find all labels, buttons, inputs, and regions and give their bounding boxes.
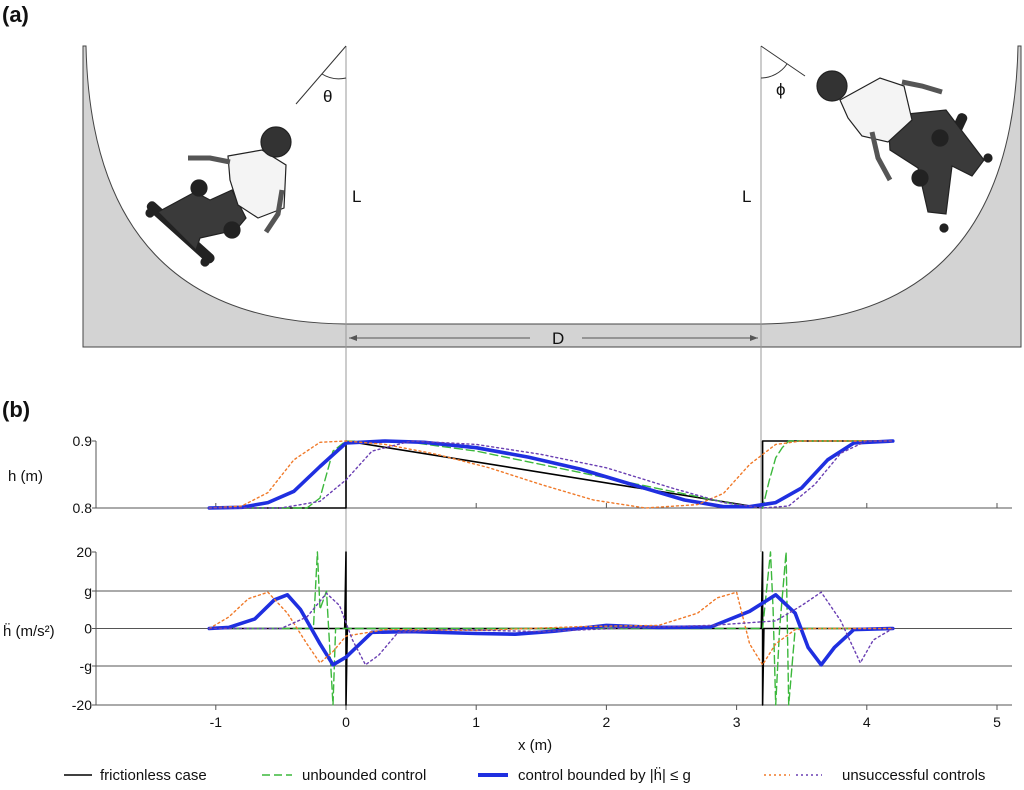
helmet-left — [260, 126, 292, 158]
skater-left — [145, 126, 292, 267]
phi-label: ϕ — [776, 80, 786, 99]
arrowhead-left — [349, 335, 357, 341]
hddot-ytick-label-3: -g — [80, 658, 92, 674]
legend-item-unsuccessful: unsuccessful controls — [764, 767, 985, 784]
theta-label: θ — [323, 87, 332, 106]
phi-ray — [760, 45, 806, 77]
h-series-4 — [208, 440, 894, 509]
legend-label-unbounded: unbounded control — [302, 767, 426, 784]
chart-hddot: 20 g 0 -g -20 ḧ (m/s²) -1 0 1 2 3 4 5 x (m) — [3, 544, 1012, 754]
halfpipe-schematic: θ ϕ L L D — [82, 45, 1022, 552]
legend-label-frictionless: frictionless case — [100, 767, 207, 784]
theta-ray — [295, 45, 347, 105]
xtick-label-3: 2 — [603, 714, 611, 730]
theta-arc — [321, 73, 347, 80]
length-label-right: L — [742, 187, 751, 206]
hddot-ytick-label-4: -20 — [72, 697, 92, 713]
legend-label-unsuccessful: unsuccessful controls — [842, 767, 985, 784]
legend-label-bounded: control bounded by |ḧ| ≤ g — [518, 766, 691, 784]
legend-item-bounded: control bounded by |ḧ| ≤ g — [478, 766, 691, 784]
hddot-series-1 — [208, 551, 894, 706]
hddot-ytick-label-1: g — [84, 583, 92, 599]
xtick-label-2: 1 — [472, 714, 480, 730]
h-series-0 — [208, 440, 894, 509]
helmet-right — [816, 70, 848, 102]
h-ytick-label-0: 0.8 — [73, 500, 93, 516]
arrowhead-right — [750, 335, 758, 341]
hddot-series-2 — [207, 592, 895, 667]
panel-b-label: (b) — [2, 397, 30, 422]
legend: frictionless case unbounded control cont… — [64, 766, 985, 784]
x-axis-label: x (m) — [518, 737, 552, 754]
chart-h: 0.8 0.9 h (m) — [8, 433, 1012, 516]
xtick-label-4: 3 — [733, 714, 741, 730]
phi-arc — [760, 63, 788, 79]
length-label-left: L — [352, 187, 361, 206]
h-series-1 — [208, 440, 894, 509]
h-ytick-label-1: 0.9 — [73, 433, 93, 449]
h-series-3 — [208, 440, 894, 509]
h-series-2 — [207, 439, 895, 510]
hddot-ylabel: ḧ (m/s²) — [3, 622, 55, 640]
xtick-label-5: 4 — [863, 714, 871, 730]
hddot-series-4 — [208, 591, 894, 666]
skater-right — [816, 70, 993, 233]
hddot-series-3 — [208, 591, 894, 666]
xtick-label-6: 5 — [993, 714, 1001, 730]
panel-a-label: (a) — [2, 2, 29, 27]
xtick-label-0: -1 — [210, 714, 223, 730]
hddot-ytick-label-2: 0 — [84, 621, 92, 637]
legend-item-unbounded: unbounded control — [262, 767, 426, 784]
legend-item-frictionless: frictionless case — [64, 767, 207, 784]
distance-label: D — [552, 329, 564, 348]
h-ylabel: h (m) — [8, 468, 43, 485]
xtick-label-1: 0 — [342, 714, 350, 730]
hddot-ytick-label-0: 20 — [76, 544, 92, 560]
